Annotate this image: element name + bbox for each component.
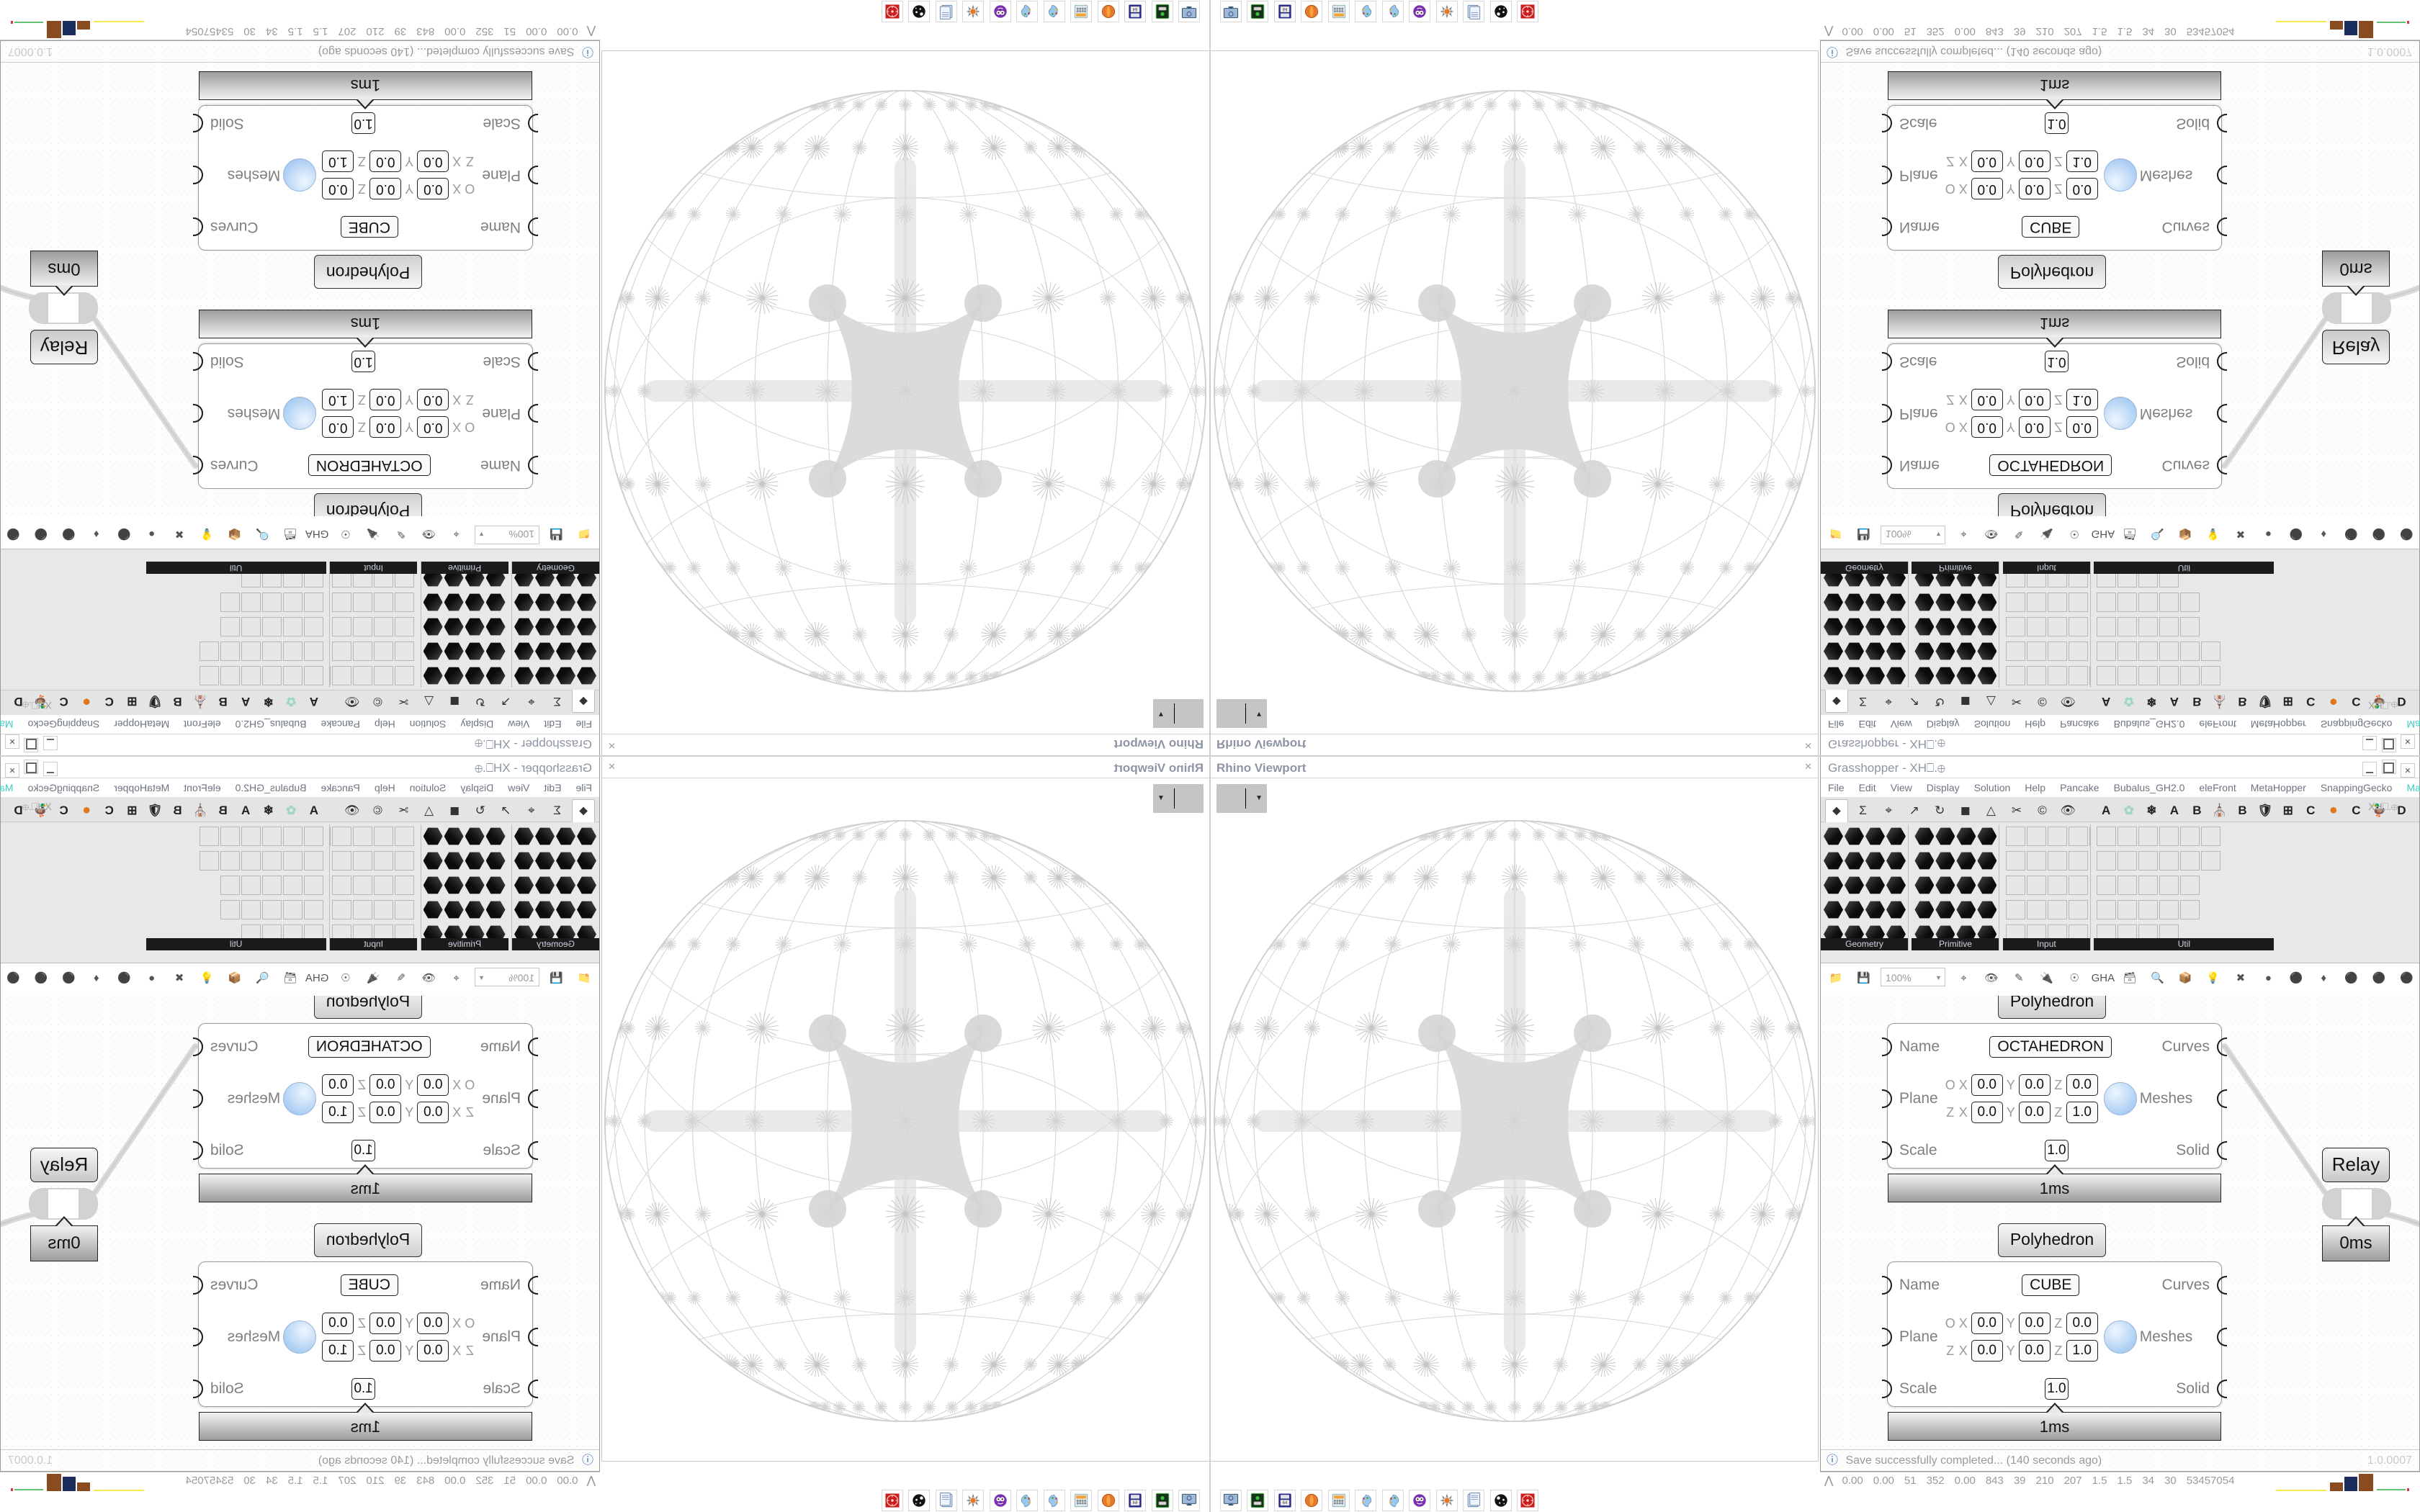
svg-text:64: 64 <box>1283 6 1288 11</box>
svg-text:64: 64 <box>1283 1501 1288 1506</box>
svg-text:64: 64 <box>1132 1501 1137 1506</box>
svg-text:64: 64 <box>1132 6 1137 11</box>
